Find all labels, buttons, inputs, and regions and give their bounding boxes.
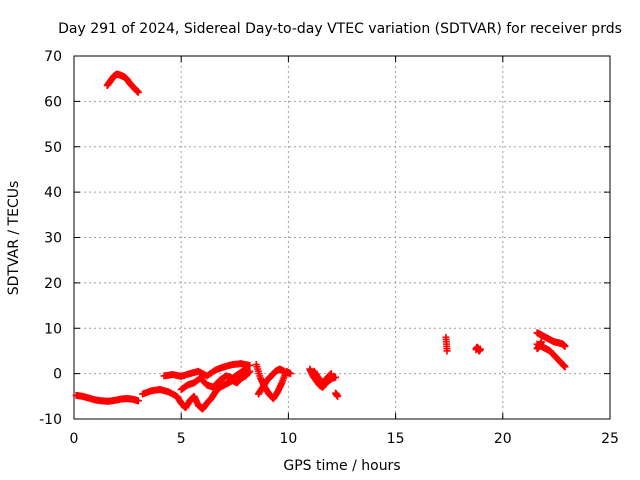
y-tick-label: 10 [44,321,62,337]
data-point [561,363,569,371]
data-point [280,367,288,375]
series-cluster-11h-b [310,367,335,387]
x-tick-label: 20 [494,431,512,447]
series-negative-arc-early [72,391,142,405]
y-tick-label: -10 [39,412,62,428]
series-cluster-11h [306,365,340,391]
x-tick-label: 0 [70,431,79,447]
series-points-17h [442,333,451,355]
series-cluster-5-to-8h-mid [177,365,250,394]
data-point [561,342,569,350]
data-point [134,88,142,96]
y-axis-label: SDTVAR / TECUs [6,181,22,296]
y-tick-label: 70 [44,49,62,65]
x-tick-label: 5 [177,431,186,447]
data-point [537,338,545,346]
series-point-12h [332,389,342,400]
y-tick-label: 20 [44,276,62,292]
y-tick-label: 50 [44,140,62,156]
data-point [287,370,295,378]
data-point [476,345,484,353]
series-cluster-9h-b [254,365,288,398]
data-point [242,365,250,373]
data-point [443,347,451,355]
x-tick-label: 10 [279,431,297,447]
x-tick-label: 15 [387,431,405,447]
y-tick-label: 0 [53,367,62,383]
data-points [72,70,569,413]
data-point [246,367,254,375]
data-point [332,373,340,381]
data-point [334,392,342,400]
tick-marks [73,55,611,420]
x-tick-labels: 0 5 10 15 20 25 [70,431,619,447]
series-morning-arc-high [103,70,142,96]
grid [74,56,610,419]
series-points-19h [472,343,484,355]
y-tick-label: 60 [44,94,62,110]
series-arc-22h-c [533,338,545,353]
series-arc-22h-a [533,329,569,350]
y-tick-label: 30 [44,231,62,247]
y-tick-labels: -10 0 10 20 30 40 50 60 70 [39,49,62,428]
series-cluster-5-to-8h-high [160,360,254,380]
x-tick-label: 25 [601,431,619,447]
data-point [134,397,142,405]
chart-title: Day 291 of 2024, Sidereal Day-to-day VTE… [58,21,622,37]
y-tick-label: 40 [44,185,62,201]
x-axis-label: GPS time / hours [283,458,400,474]
data-point [246,361,254,369]
data-point [327,370,335,378]
